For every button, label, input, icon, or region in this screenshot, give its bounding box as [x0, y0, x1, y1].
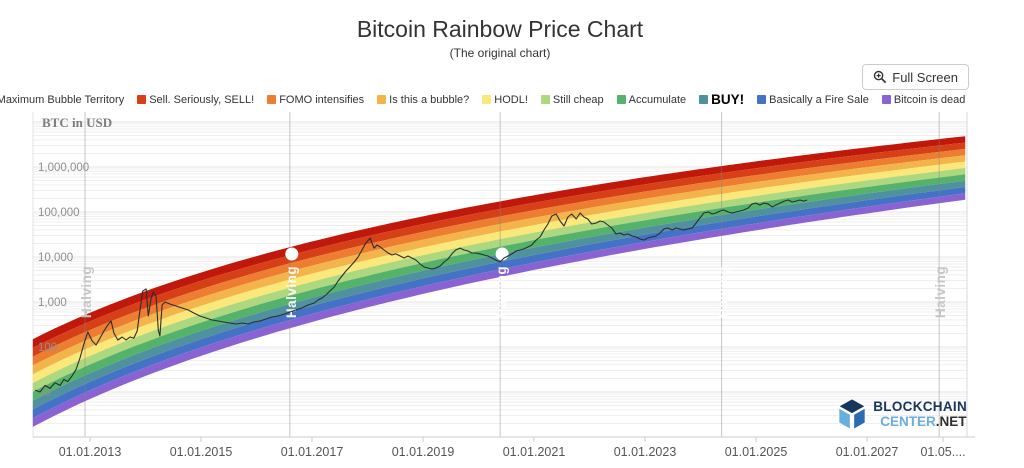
- legend-item-hodl[interactable]: HODL!: [482, 94, 528, 106]
- legend-label: HODL!: [494, 93, 528, 106]
- y-axis-label: 10: [38, 387, 51, 399]
- x-axis-label: 01.01.2017: [281, 445, 344, 459]
- halving-marker: [285, 247, 299, 261]
- legend-label: Basically a Fire Sale: [769, 93, 869, 106]
- legend-swatch: [881, 95, 891, 104]
- legend-swatch: [267, 95, 277, 104]
- logo-line1: BLOCKCHAIN: [873, 399, 967, 415]
- legend-item-basically-a-fire-sale[interactable]: Basically a Fire Sale: [757, 94, 869, 106]
- x-axis-label: 01.01.2023: [614, 445, 677, 459]
- legend-label: Is this a bubble?: [389, 93, 470, 106]
- legend-swatch: [377, 95, 387, 104]
- blockchain-cube-icon: [838, 398, 867, 431]
- legend-swatch: [699, 95, 709, 104]
- x-axis-label: 01.05....: [920, 445, 965, 459]
- legend-label: BUY!: [711, 92, 745, 107]
- x-axis-label: 01.01.2027: [836, 445, 899, 459]
- svg-text:Halving: Halving: [933, 266, 948, 318]
- logo-center-text: CENTER: [880, 413, 936, 429]
- logo-line2: CENTER.NET: [873, 413, 967, 429]
- svg-text:Halving: Halving: [494, 266, 509, 318]
- legend-item-is-this-a-bubble[interactable]: Is this a bubble?: [377, 94, 469, 106]
- legend-label: Still cheap: [552, 93, 604, 106]
- logo-net-text: .NET: [935, 413, 967, 429]
- legend-item-still-cheap[interactable]: Still cheap: [540, 93, 604, 106]
- svg-text:Halving: Halving: [716, 266, 731, 318]
- price-line: [34, 199, 808, 393]
- legend-item-maximum-bubble-territory[interactable]: Maximum Bubble Territory: [0, 94, 124, 106]
- legend-label: Sell. Seriously, SELL!: [149, 93, 255, 106]
- legend-label: FOMO intensifies: [279, 93, 365, 106]
- legend-item-fomo-intensifies[interactable]: FOMO intensifies: [267, 94, 364, 106]
- page-subtitle: (The original chart): [449, 46, 551, 60]
- legend-swatch: [137, 95, 147, 104]
- halving-marker: [495, 247, 509, 261]
- chart-legend: Maximum Bubble Territory Sell. Seriously,…: [0, 92, 965, 107]
- legend-swatch: [757, 95, 767, 104]
- legend-label: Maximum Bubble Territory: [0, 93, 125, 106]
- legend-item-accumulate[interactable]: Accumulate: [616, 93, 687, 106]
- legend-label: Accumulate: [628, 93, 687, 106]
- legend-item-buy[interactable]: BUY!: [699, 92, 744, 107]
- fullscreen-button-label: Full Screen: [892, 69, 958, 85]
- halving-label: Halving: [79, 266, 94, 318]
- x-axis-label: 01.01.2013: [59, 445, 122, 459]
- halving-label: Halving: [933, 266, 948, 318]
- legend-swatch: [540, 95, 550, 104]
- y-axis-label: 1,000: [38, 297, 67, 309]
- x-axis-label: 01.01.2025: [725, 445, 788, 459]
- page-title: Bitcoin Rainbow Price Chart: [356, 16, 644, 42]
- legend-item-sell-seriously-sell[interactable]: Sell. Seriously, SELL!: [137, 94, 254, 106]
- blockchaincenter-logo: BLOCKCHAIN CENTER.NET: [837, 398, 967, 431]
- x-axis-label: 01.01.2021: [503, 445, 566, 459]
- y-axis-label: 100: [38, 342, 57, 354]
- legend-swatch: [482, 95, 492, 104]
- legend-item-bitcoin-is-dead[interactable]: Bitcoin is dead: [881, 93, 966, 106]
- svg-text:Halving: Halving: [79, 266, 94, 318]
- svg-text:Halving: Halving: [284, 266, 299, 318]
- y-axis-label: 100,000: [38, 207, 80, 219]
- y-axis-label: 1,000,000: [38, 162, 89, 174]
- legend-swatch: [616, 95, 626, 104]
- legend-label: Bitcoin is dead: [893, 93, 966, 106]
- x-axis-label: 01.01.2015: [170, 445, 233, 459]
- y-axis-title: BTC in USD: [42, 115, 112, 130]
- halving-label: Halving: [716, 266, 731, 318]
- halving-label: Halving: [284, 247, 299, 318]
- y-axis-label: 10,000: [38, 252, 73, 264]
- fullscreen-button[interactable]: Full Screen: [862, 64, 969, 90]
- x-axis-label: 01.01.2019: [392, 445, 455, 459]
- zoom-icon: [874, 70, 887, 84]
